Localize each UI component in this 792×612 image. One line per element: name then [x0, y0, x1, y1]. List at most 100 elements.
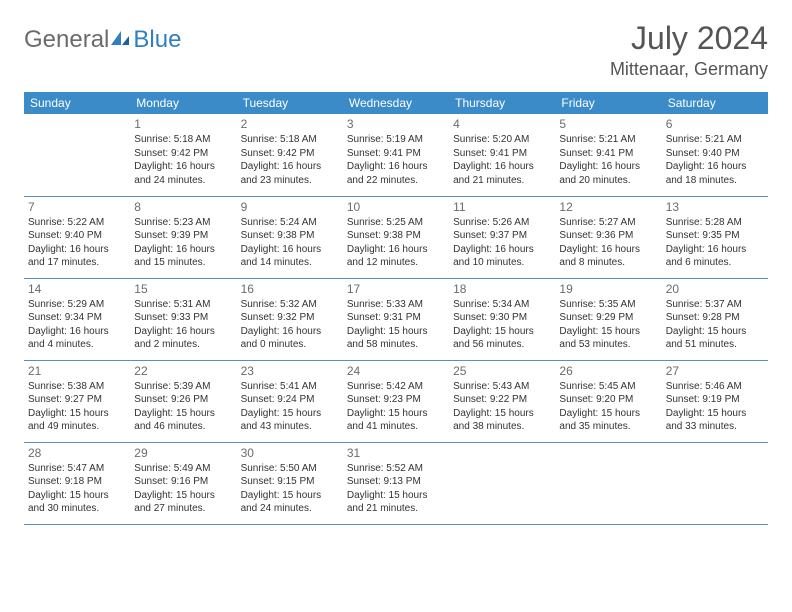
daylight-text: Daylight: 15 hours: [347, 489, 445, 503]
day-number: 14: [28, 281, 126, 298]
sunrise-text: Sunrise: 5:38 AM: [28, 380, 126, 394]
calendar-day-cell: 8Sunrise: 5:23 AMSunset: 9:39 PMDaylight…: [130, 196, 236, 278]
day-number: 11: [453, 199, 551, 216]
daylight-text: Daylight: 15 hours: [666, 407, 764, 421]
daylight-text: Daylight: 16 hours: [666, 160, 764, 174]
day-number: 13: [666, 199, 764, 216]
calendar-day-cell: 13Sunrise: 5:28 AMSunset: 9:35 PMDayligh…: [662, 196, 768, 278]
daylight-text: and 38 minutes.: [453, 420, 551, 434]
sunrise-text: Sunrise: 5:31 AM: [134, 298, 232, 312]
daylight-text: and 27 minutes.: [134, 502, 232, 516]
calendar-week-row: 1Sunrise: 5:18 AMSunset: 9:42 PMDaylight…: [24, 114, 768, 196]
sunset-text: Sunset: 9:37 PM: [453, 229, 551, 243]
weekday-header: Saturday: [662, 92, 768, 114]
calendar-day-cell: 19Sunrise: 5:35 AMSunset: 9:29 PMDayligh…: [555, 278, 661, 360]
daylight-text: and 56 minutes.: [453, 338, 551, 352]
daylight-text: and 33 minutes.: [666, 420, 764, 434]
daylight-text: and 4 minutes.: [28, 338, 126, 352]
daylight-text: Daylight: 16 hours: [241, 243, 339, 257]
sunrise-text: Sunrise: 5:49 AM: [134, 462, 232, 476]
day-number: 15: [134, 281, 232, 298]
daylight-text: Daylight: 15 hours: [134, 407, 232, 421]
daylight-text: and 51 minutes.: [666, 338, 764, 352]
daylight-text: and 24 minutes.: [134, 174, 232, 188]
calendar-day-cell: 1Sunrise: 5:18 AMSunset: 9:42 PMDaylight…: [130, 114, 236, 196]
weekday-header-row: Sunday Monday Tuesday Wednesday Thursday…: [24, 92, 768, 114]
daylight-text: Daylight: 16 hours: [134, 160, 232, 174]
sunrise-text: Sunrise: 5:25 AM: [347, 216, 445, 230]
daylight-text: Daylight: 16 hours: [134, 243, 232, 257]
day-number: [28, 116, 126, 117]
daylight-text: and 58 minutes.: [347, 338, 445, 352]
sunrise-text: Sunrise: 5:19 AM: [347, 133, 445, 147]
daylight-text: and 24 minutes.: [241, 502, 339, 516]
sunrise-text: Sunrise: 5:33 AM: [347, 298, 445, 312]
day-number: [666, 445, 764, 446]
day-number: 25: [453, 363, 551, 380]
daylight-text: Daylight: 16 hours: [559, 243, 657, 257]
calendar-day-cell: [449, 442, 555, 524]
calendar-week-row: 21Sunrise: 5:38 AMSunset: 9:27 PM Dayligh…: [24, 360, 768, 442]
weekday-header: Wednesday: [343, 92, 449, 114]
weekday-header: Tuesday: [237, 92, 343, 114]
daylight-text: Daylight: 16 hours: [347, 243, 445, 257]
daylight-text: and 43 minutes.: [241, 420, 339, 434]
day-number: 27: [666, 363, 764, 380]
sunrise-text: Sunrise: 5:27 AM: [559, 216, 657, 230]
daylight-text: and 21 minutes.: [453, 174, 551, 188]
day-number: 16: [241, 281, 339, 298]
calendar-day-cell: 12Sunrise: 5:27 AMSunset: 9:36 PMDayligh…: [555, 196, 661, 278]
page-title: July 2024: [610, 20, 768, 57]
sunset-text: Sunset: 9:31 PM: [347, 311, 445, 325]
daylight-text: and 41 minutes.: [347, 420, 445, 434]
sunrise-text: Sunrise: 5:29 AM: [28, 298, 126, 312]
daylight-text: and 17 minutes.: [28, 256, 126, 270]
sunset-text: Sunset: 9:39 PM: [134, 229, 232, 243]
calendar-day-cell: 18Sunrise: 5:34 AMSunset: 9:30 PMDayligh…: [449, 278, 555, 360]
calendar-day-cell: 4Sunrise: 5:20 AMSunset: 9:41 PMDaylight…: [449, 114, 555, 196]
calendar-day-cell: 5Sunrise: 5:21 AMSunset: 9:41 PMDaylight…: [555, 114, 661, 196]
calendar-body: 1Sunrise: 5:18 AMSunset: 9:42 PMDaylight…: [24, 114, 768, 524]
daylight-text: Daylight: 15 hours: [559, 325, 657, 339]
daylight-text: Daylight: 16 hours: [453, 243, 551, 257]
logo-text-blue: Blue: [133, 26, 181, 54]
sunset-text: Sunset: 9:23 PM: [347, 393, 445, 407]
calendar-day-cell: 14Sunrise: 5:29 AMSunset: 9:34 PMDayligh…: [24, 278, 130, 360]
calendar-day-cell: 17Sunrise: 5:33 AMSunset: 9:31 PMDayligh…: [343, 278, 449, 360]
sunrise-text: Sunrise: 5:18 AM: [241, 133, 339, 147]
daylight-text: Daylight: 15 hours: [347, 325, 445, 339]
sunrise-text: Sunrise: 5:47 AM: [28, 462, 126, 476]
daylight-text: Daylight: 16 hours: [666, 243, 764, 257]
sunrise-text: Sunrise: 5:21 AM: [559, 133, 657, 147]
sunrise-text: Sunrise: 5:22 AM: [28, 216, 126, 230]
calendar-day-cell: 20Sunrise: 5:37 AMSunset: 9:28 PMDayligh…: [662, 278, 768, 360]
sunset-text: Sunset: 9:36 PM: [559, 229, 657, 243]
daylight-text: Daylight: 16 hours: [134, 325, 232, 339]
daylight-text: and 49 minutes.: [28, 420, 126, 434]
calendar-day-cell: 21Sunrise: 5:38 AMSunset: 9:27 PMDayligh…: [24, 360, 130, 442]
daylight-text: and 2 minutes.: [134, 338, 232, 352]
day-number: 29: [134, 445, 232, 462]
sunset-text: Sunset: 9:41 PM: [453, 147, 551, 161]
day-number: [453, 445, 551, 446]
sunset-text: Sunset: 9:41 PM: [559, 147, 657, 161]
weekday-header: Friday: [555, 92, 661, 114]
calendar-week-row: 14Sunrise: 5:29 AMSunset: 9:34 PMDayligh…: [24, 278, 768, 360]
sunset-text: Sunset: 9:19 PM: [666, 393, 764, 407]
calendar-day-cell: [555, 442, 661, 524]
sunset-text: Sunset: 9:27 PM: [28, 393, 126, 407]
day-number: 1: [134, 116, 232, 133]
sunset-text: Sunset: 9:20 PM: [559, 393, 657, 407]
sunrise-text: Sunrise: 5:21 AM: [666, 133, 764, 147]
calendar-day-cell: 11Sunrise: 5:26 AMSunset: 9:37 PMDayligh…: [449, 196, 555, 278]
daylight-text: and 21 minutes.: [347, 502, 445, 516]
sunset-text: Sunset: 9:24 PM: [241, 393, 339, 407]
sunset-text: Sunset: 9:40 PM: [28, 229, 126, 243]
daylight-text: and 6 minutes.: [666, 256, 764, 270]
sunset-text: Sunset: 9:42 PM: [134, 147, 232, 161]
sunrise-text: Sunrise: 5:39 AM: [134, 380, 232, 394]
day-number: 21: [28, 363, 126, 380]
sunrise-text: Sunrise: 5:45 AM: [559, 380, 657, 394]
calendar-day-cell: 31Sunrise: 5:52 AMSunset: 9:13 PMDayligh…: [343, 442, 449, 524]
daylight-text: Daylight: 16 hours: [28, 243, 126, 257]
